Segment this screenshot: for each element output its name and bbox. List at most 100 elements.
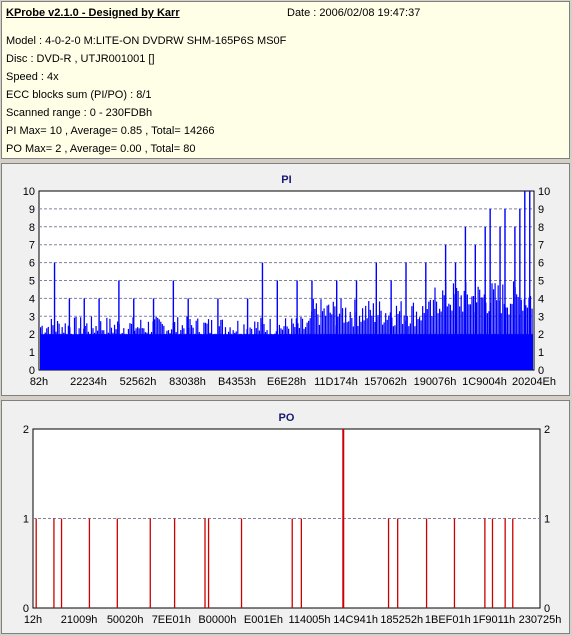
pi-bar (502, 284, 504, 370)
pi-bar (298, 327, 301, 370)
pi-bar (374, 321, 376, 370)
pi-bar (146, 332, 148, 370)
pi-bar (496, 300, 498, 370)
pi-bar (426, 309, 428, 370)
pi-spike (504, 208, 506, 370)
pi-bar (429, 299, 431, 370)
pi-bar (41, 325, 43, 370)
pi-bar (488, 311, 490, 370)
pi-bar (271, 335, 273, 370)
po-bar (491, 518, 494, 608)
pi-bar (212, 334, 214, 370)
po-bar (60, 518, 63, 608)
pi-bar (56, 320, 59, 370)
pi-spike (425, 262, 427, 370)
pi-bar (209, 332, 211, 370)
pi-spike (514, 226, 516, 370)
po-bar (512, 518, 514, 608)
po-chart-panel: PO 0 0 1 1 2 2 12h 21009h 50020h 7EE01h B0000h E001E… (1, 400, 570, 634)
pi-bar (97, 330, 99, 370)
x-tick-label: 185252h (380, 614, 423, 626)
disc-line: Disc : DVD-R , UTJR001001 [] (6, 53, 155, 65)
pi-bar (295, 318, 297, 370)
pi-bar (469, 304, 472, 370)
pi-bar (418, 317, 421, 370)
y-tick-left: 6 (29, 258, 35, 270)
pi-stats-line: PI Max= 10 , Average= 0.85 , Total= 1426… (6, 125, 215, 137)
pi-bar (439, 308, 441, 370)
po-stats-line: PO Max= 2 , Average= 0.00 , Total= 80 (6, 143, 196, 155)
app-title: KProbe v2.1.0 - Designed by Karr (6, 7, 180, 19)
pi-bar (109, 318, 111, 370)
y-tick-left: 5 (29, 276, 35, 288)
pi-bar (397, 313, 399, 370)
pi-bar (306, 322, 308, 370)
pi-spike (187, 298, 189, 370)
x-tick-label: 114005h (289, 614, 331, 626)
x-tick-label: 11D174h (314, 376, 358, 388)
pi-spike (53, 262, 56, 370)
pi-bar (459, 306, 461, 370)
pi-bar (169, 333, 171, 370)
pi-bar (78, 328, 80, 370)
pi-bar (234, 332, 236, 370)
pi-bar (180, 330, 182, 370)
pi-bar (408, 326, 410, 370)
pi-bar (44, 332, 46, 370)
pi-bar (483, 294, 485, 370)
pi-bar (383, 322, 385, 370)
pi-bar (415, 311, 418, 370)
pi-bar (511, 303, 513, 370)
pi-bar (334, 306, 336, 370)
pi-bar (332, 301, 334, 370)
pi-bar (140, 319, 142, 370)
pi-bar (516, 294, 518, 370)
pi-spike (152, 298, 155, 370)
y-tick-left: 1 (29, 347, 35, 359)
pi-bar (382, 324, 384, 370)
pi-bar (135, 328, 137, 370)
pi-bar (240, 334, 242, 370)
scan-date: Date : 2006/02/08 19:47:37 (287, 7, 421, 19)
pi-bar (181, 325, 183, 370)
pi-bar (157, 317, 159, 370)
pi-bar (402, 324, 404, 370)
y-tick-right: 5 (538, 276, 544, 288)
pi-bar (452, 283, 455, 370)
x-tick-label: 190076h (414, 376, 457, 388)
pi-bar (526, 307, 529, 370)
pi-bar (448, 303, 450, 370)
pi-bar (238, 334, 240, 370)
pi-bar (323, 308, 325, 370)
pi-bar (486, 313, 488, 370)
pi-bar (463, 290, 465, 370)
pi-bar (254, 321, 256, 370)
pi-bar (49, 336, 51, 370)
pi-bar (371, 315, 373, 370)
pi-bar (372, 303, 374, 370)
pi-bar (492, 289, 495, 370)
pi-bar (184, 335, 187, 370)
pi-bar (46, 328, 48, 370)
pi-spike (296, 280, 298, 370)
model-line: Model : 4-0-2-0 M:LITE-ON DVDRW SHM-165P… (6, 35, 287, 47)
pi-bar (252, 337, 254, 370)
pi-bar (477, 286, 479, 370)
x-tick-label: 230725h (519, 614, 562, 626)
pi-bar (328, 304, 330, 370)
pi-bar (281, 329, 284, 370)
pi-bar (104, 336, 106, 370)
pi-bar (435, 301, 438, 370)
po-bar (207, 518, 210, 608)
pi-bar (351, 318, 353, 370)
pi-bar (345, 307, 347, 370)
x-tick-label: 50020h (107, 614, 144, 626)
pi-bar (472, 295, 475, 370)
pi-bar (258, 330, 260, 370)
po-bar (291, 518, 293, 608)
pi-bar (75, 316, 77, 370)
pi-bar (63, 332, 65, 370)
po-bar (453, 518, 456, 608)
y-tick-left: 0 (29, 365, 35, 377)
pi-bar (508, 314, 510, 370)
